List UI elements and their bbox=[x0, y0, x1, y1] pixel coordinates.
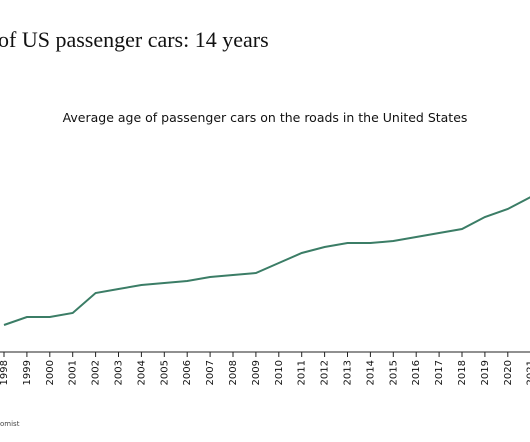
x-tick-label: 2021 bbox=[526, 360, 530, 385]
x-tick-label: 2013 bbox=[343, 360, 354, 385]
x-tick-label: 2007 bbox=[205, 360, 216, 385]
x-tick-label: 2018 bbox=[457, 360, 468, 385]
x-tick-label: 1998 bbox=[0, 360, 10, 385]
x-tick-label: 2020 bbox=[503, 360, 514, 385]
x-tick-label: 2016 bbox=[411, 360, 422, 385]
x-tick-label: 2004 bbox=[136, 360, 147, 385]
x-tick-label: 2005 bbox=[159, 360, 170, 385]
data-line bbox=[3, 196, 530, 326]
x-tick-label: 2015 bbox=[388, 360, 399, 385]
x-tick-label: 2006 bbox=[182, 360, 193, 385]
x-tick-label: 2012 bbox=[320, 360, 331, 385]
x-tick-label: 1999 bbox=[22, 360, 33, 385]
x-tick-label: 2011 bbox=[297, 360, 308, 385]
x-tick-label: 2009 bbox=[251, 360, 262, 385]
x-tick-label: 2008 bbox=[228, 360, 239, 385]
chart-subtitle: Average age of passenger cars on the roa… bbox=[63, 110, 468, 125]
x-tick-label: 2019 bbox=[480, 360, 491, 385]
chart-title: of US passenger cars: 14 years bbox=[0, 27, 269, 52]
x-tick-label: 2014 bbox=[365, 360, 376, 385]
x-tick-label: 2000 bbox=[45, 360, 56, 385]
x-tick-label: 2001 bbox=[68, 360, 79, 385]
source: omist bbox=[0, 420, 20, 428]
x-tick-label: 2003 bbox=[114, 360, 125, 385]
x-tick-label: 2002 bbox=[91, 360, 102, 385]
x-tick-label: 2017 bbox=[434, 360, 445, 385]
x-tick-label: 2010 bbox=[274, 360, 285, 385]
